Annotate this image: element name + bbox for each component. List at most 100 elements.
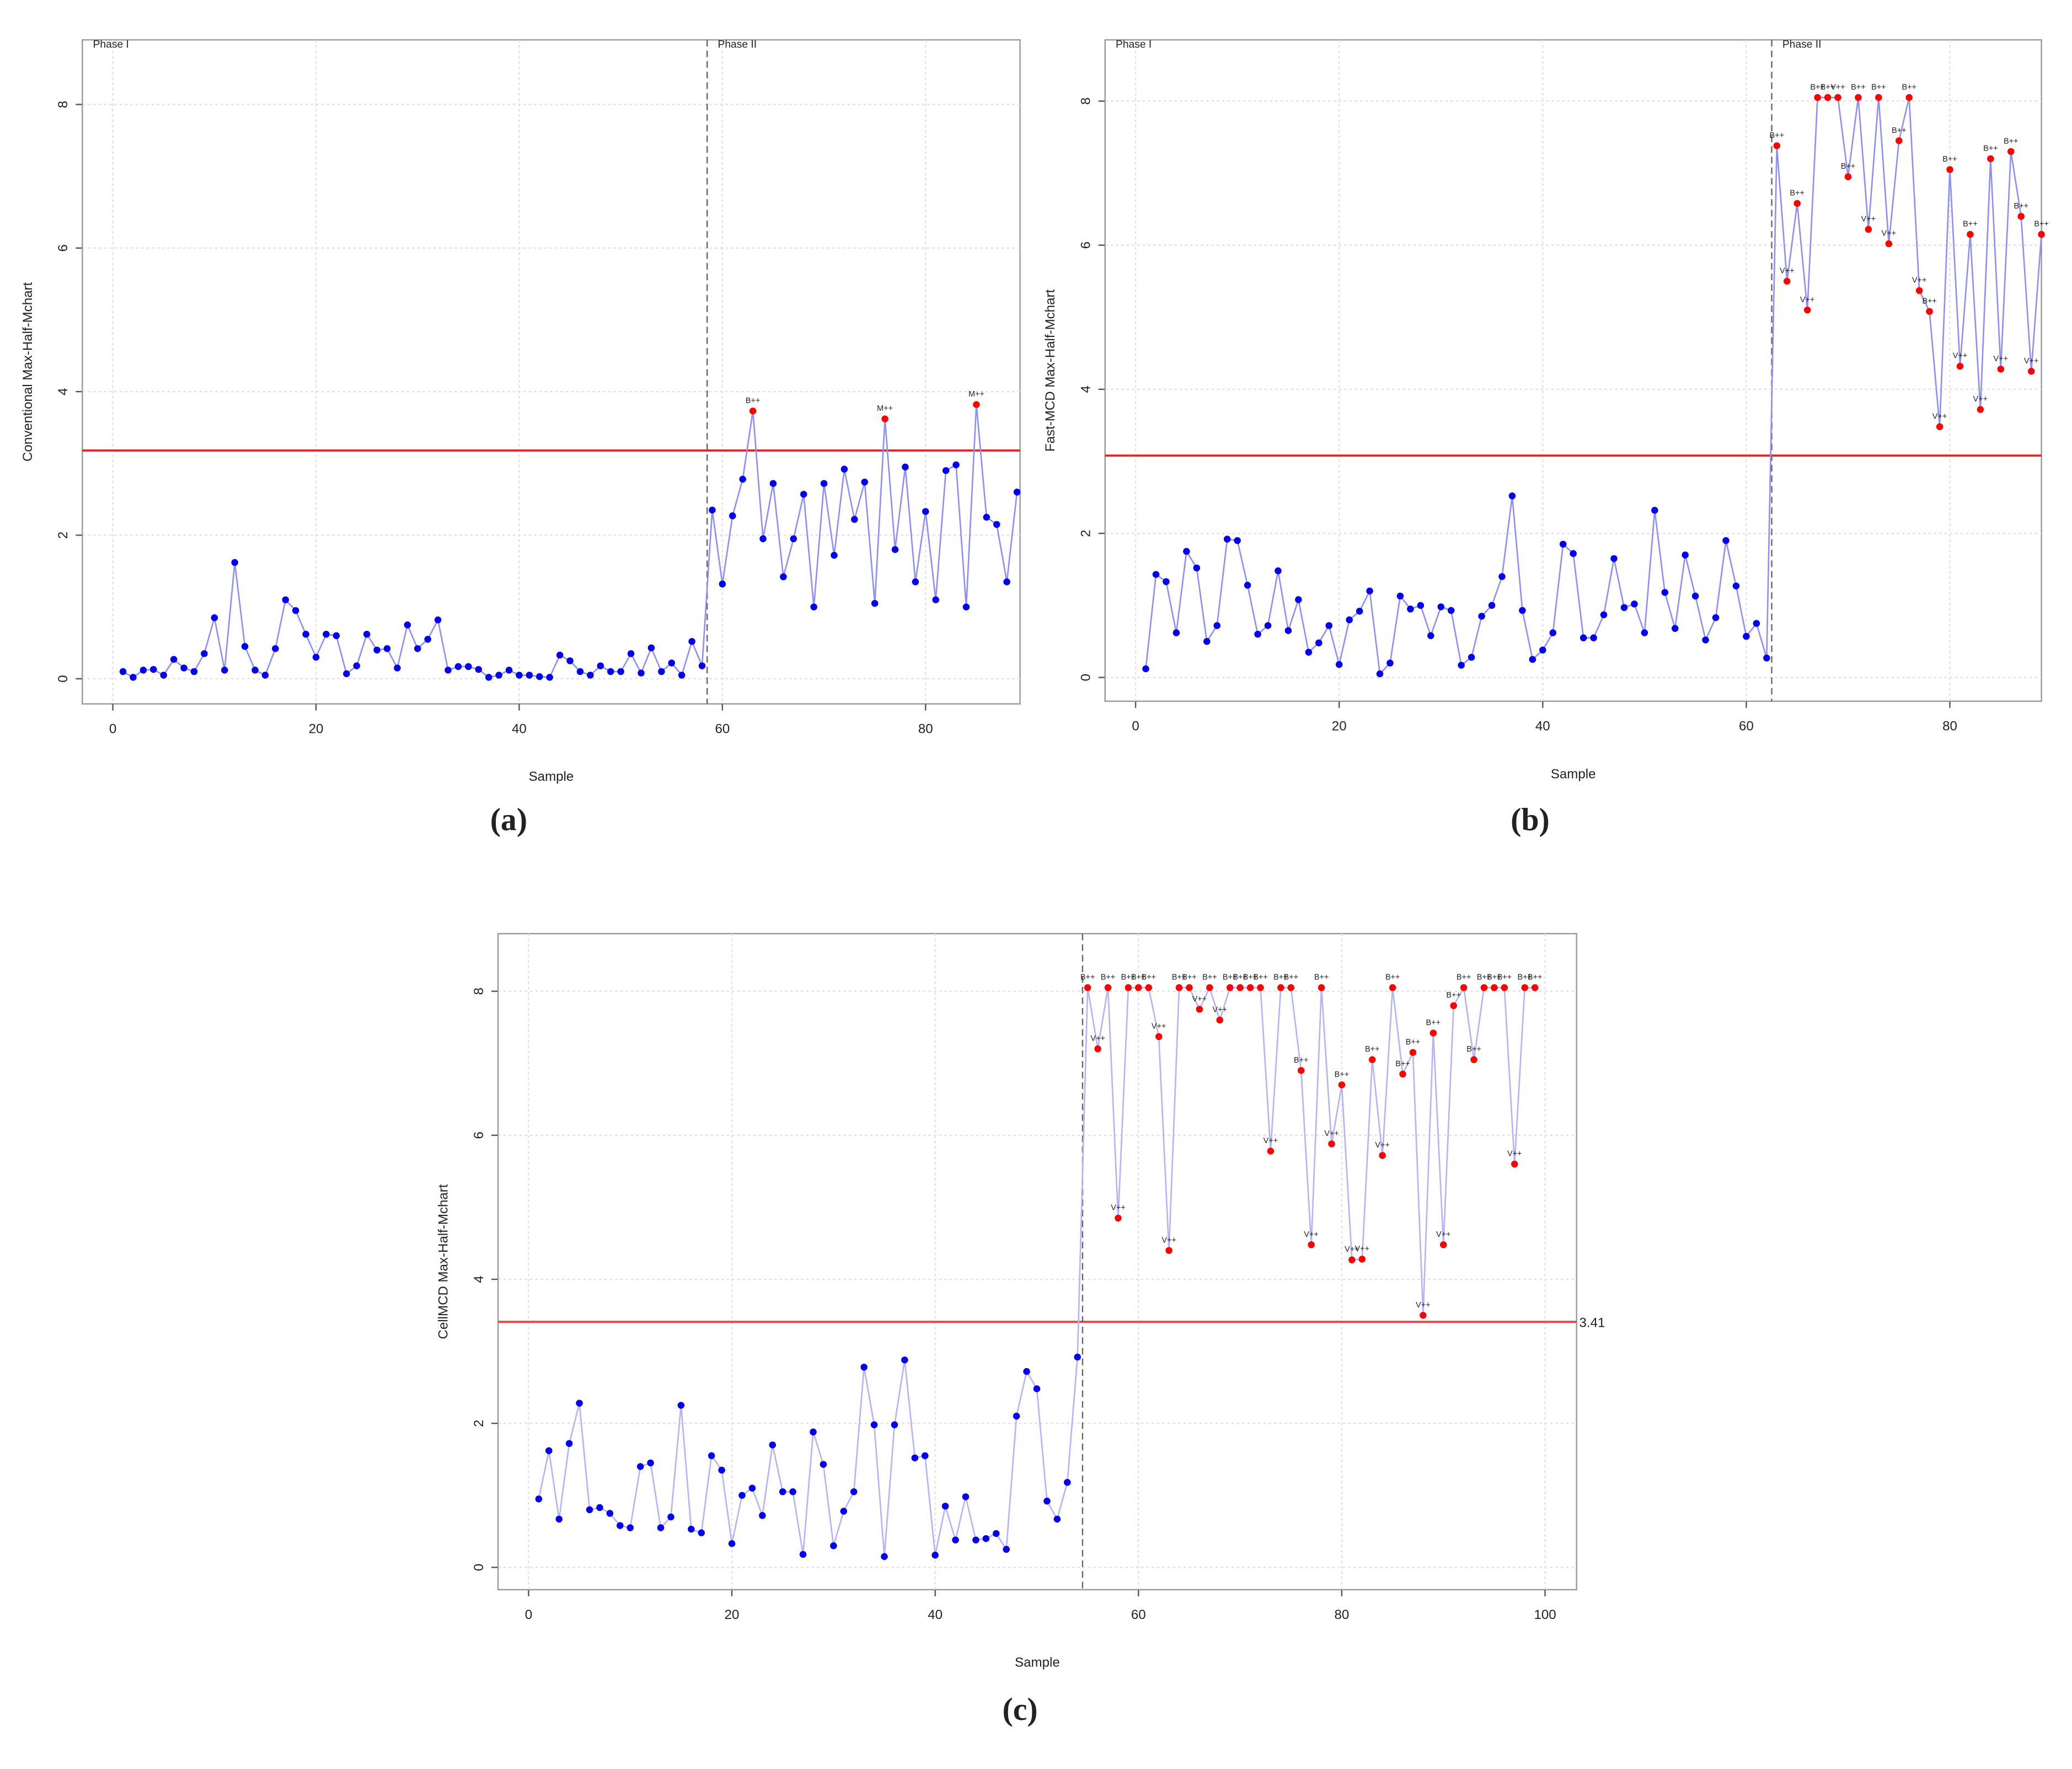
- data-point: [597, 662, 604, 669]
- data-point: [1531, 984, 1539, 991]
- data-point: [1478, 613, 1485, 620]
- data-point: [323, 630, 330, 638]
- data-point: [516, 672, 523, 679]
- data-point: [728, 1540, 736, 1547]
- data-point: [1356, 608, 1363, 615]
- x-tick-label: 100: [1534, 1607, 1556, 1622]
- signal-label: V++: [1994, 355, 2009, 363]
- signal-label: V++: [1111, 1204, 1126, 1213]
- y-tick-label: 2: [56, 532, 71, 539]
- data-point: [1997, 366, 2005, 373]
- data-point: [1287, 984, 1295, 991]
- data-point: [1691, 592, 1699, 600]
- data-point: [383, 645, 391, 652]
- data-point: [891, 1421, 898, 1429]
- data-point: [1104, 984, 1112, 991]
- data-point: [1163, 578, 1170, 586]
- data-point: [2027, 368, 2035, 375]
- data-point: [831, 551, 838, 559]
- data-point: [1570, 550, 1577, 557]
- data-point: [962, 603, 970, 610]
- data-point: [1946, 166, 1953, 173]
- signal-label: V++: [1090, 1034, 1105, 1043]
- data-point: [414, 645, 421, 652]
- data-point: [1926, 308, 1933, 315]
- data-point: [1498, 573, 1506, 580]
- data-point: [505, 667, 513, 674]
- data-point: [902, 463, 909, 471]
- signal-label: B++: [1365, 1045, 1380, 1054]
- data-point: [636, 1463, 644, 1470]
- data-point: [606, 1510, 614, 1517]
- data-point: [739, 475, 746, 483]
- data-point: [1610, 555, 1618, 562]
- signal-label: B++: [2014, 202, 2028, 211]
- data-point: [1308, 1241, 1315, 1248]
- data-point: [1234, 537, 1241, 544]
- signal-label: V++: [1213, 1005, 1228, 1014]
- data-point: [1905, 94, 1913, 101]
- data-point: [596, 1504, 603, 1511]
- panel-caption: (c): [1003, 1691, 1038, 1727]
- data-point: [871, 599, 879, 607]
- data-point: [912, 578, 919, 586]
- signal-label: V++: [1192, 995, 1207, 1004]
- signal-label: V++: [1416, 1301, 1431, 1310]
- data-point: [982, 1535, 990, 1542]
- signal-label: V++: [1324, 1129, 1339, 1138]
- data-point: [1620, 604, 1628, 612]
- data-point: [1053, 1515, 1061, 1523]
- y-tick-label: 4: [1078, 385, 1093, 393]
- data-point: [241, 643, 249, 650]
- data-point: [1213, 622, 1221, 629]
- signal-label: B++: [746, 396, 761, 405]
- signal-label: B++: [1497, 973, 1512, 982]
- data-point: [780, 573, 787, 581]
- data-point: [1458, 662, 1465, 669]
- data-point: [454, 663, 462, 671]
- y-tick-label: 2: [472, 1419, 486, 1427]
- data-point: [404, 621, 411, 629]
- data-point: [921, 1452, 929, 1460]
- data-point: [555, 1515, 563, 1523]
- signal-label: B++: [1101, 973, 1116, 982]
- data-point: [983, 513, 991, 521]
- data-point: [536, 673, 543, 680]
- data-point: [962, 1493, 970, 1500]
- signal-label: B++: [1841, 162, 1855, 171]
- data-point: [130, 674, 137, 681]
- data-point: [1936, 423, 1943, 431]
- data-point: [973, 401, 980, 408]
- signal-label: V++: [1345, 1245, 1359, 1254]
- data-point: [769, 480, 777, 487]
- data-point: [658, 668, 665, 676]
- data-point: [1722, 537, 1730, 544]
- data-point: [1275, 567, 1282, 575]
- x-tick-label: 0: [109, 721, 116, 736]
- signal-label: B++: [1810, 83, 1824, 92]
- data-point: [201, 650, 208, 657]
- series-line: [122, 404, 1018, 678]
- signal-label: B++: [1892, 126, 1907, 135]
- data-point: [1074, 1353, 1081, 1361]
- signal-label: B++: [1314, 973, 1329, 982]
- data-point: [810, 1428, 817, 1436]
- signal-label: B++: [1223, 973, 1238, 982]
- x-tick-label: 40: [928, 1607, 943, 1622]
- signal-label: V++: [1800, 296, 1815, 304]
- data-point: [647, 644, 655, 652]
- signal-label: B++: [1284, 973, 1299, 982]
- data-point: [1236, 984, 1244, 991]
- data-point: [1003, 578, 1010, 586]
- y-axis-label: Conventional Max-Half-Mchart: [20, 282, 35, 461]
- data-point: [1834, 94, 1841, 101]
- y-tick-label: 8: [56, 101, 71, 108]
- data-point: [688, 1525, 695, 1533]
- data-point: [860, 1364, 868, 1371]
- data-point: [1013, 489, 1021, 496]
- signal-label: B++: [1426, 1018, 1441, 1027]
- x-tick-label: 80: [918, 721, 933, 736]
- data-point: [1257, 984, 1264, 991]
- data-point: [1967, 230, 1974, 238]
- control-limit-label: 3.41: [1580, 1316, 1605, 1331]
